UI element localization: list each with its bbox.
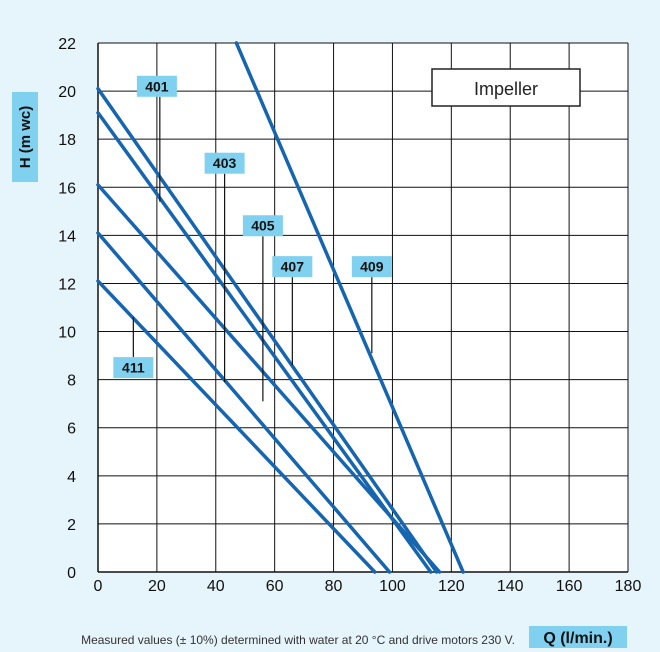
y-tick-label: 18 bbox=[58, 132, 76, 149]
x-axis-label: Q (l/min.) bbox=[529, 626, 627, 648]
x-tick-label: 80 bbox=[325, 578, 343, 595]
y-tick-label: 22 bbox=[58, 36, 76, 53]
y-tick-label: 4 bbox=[67, 469, 76, 486]
y-tick-label: 8 bbox=[67, 373, 76, 390]
curve-label-411: 411 bbox=[122, 360, 145, 376]
x-tick-label: 20 bbox=[148, 578, 166, 595]
curve-401 bbox=[96, 86, 439, 574]
curve-411 bbox=[96, 279, 377, 574]
footnote: Measured values (± 10%) determined with … bbox=[81, 633, 515, 647]
y-axis-label-box bbox=[12, 92, 38, 182]
plot-area bbox=[98, 43, 628, 572]
curve-label-box-403 bbox=[204, 152, 245, 174]
curve-label-401: 401 bbox=[145, 78, 169, 94]
curve-label-409: 409 bbox=[360, 259, 384, 275]
curve-label-407: 407 bbox=[281, 259, 305, 275]
axis-layer: 0 20 40 60 80 100 120 140 160 180 0 2 4 6 8 10 12 14 16 18 2… bbox=[58, 36, 641, 595]
x-tick-label: 0 bbox=[94, 578, 103, 595]
curve-label-box-409 bbox=[351, 256, 392, 278]
y-tick-label: 16 bbox=[58, 180, 76, 197]
x-tick-label: 140 bbox=[497, 578, 524, 595]
legend: Impeller bbox=[431, 68, 581, 107]
x-axis-label-box bbox=[529, 626, 627, 648]
x-tick-label: 100 bbox=[379, 578, 406, 595]
curve-label-box-405 bbox=[242, 215, 283, 237]
curve-label-box-401 bbox=[136, 75, 177, 97]
curve-403 bbox=[96, 110, 433, 574]
x-tick-label: 180 bbox=[615, 578, 642, 595]
legend-title: Impeller bbox=[474, 79, 538, 99]
curve-407 bbox=[96, 231, 392, 574]
y-tick-label: 0 bbox=[67, 565, 76, 582]
grid-layer bbox=[97, 42, 629, 573]
y-axis-label: H (m wc) bbox=[12, 92, 38, 182]
label-layer: 401 403 405 407 409 411 bbox=[113, 75, 392, 402]
curve-label-box-407 bbox=[272, 256, 313, 278]
x-tick-label: 60 bbox=[266, 578, 284, 595]
x-tick-label: 40 bbox=[207, 578, 225, 595]
y-tick-label: 14 bbox=[58, 228, 76, 245]
x-tick-label: 120 bbox=[438, 578, 465, 595]
curve-label-405: 405 bbox=[251, 218, 275, 234]
series-layer bbox=[96, 41, 465, 574]
curve-409 bbox=[234, 41, 465, 574]
y-tick-label: 10 bbox=[58, 325, 76, 342]
curve-label-box-411 bbox=[113, 357, 154, 379]
curve-label-403: 403 bbox=[213, 155, 237, 171]
y-tick-label: 2 bbox=[67, 517, 76, 534]
y-tick-label: 20 bbox=[58, 84, 76, 101]
y-tick-label: 6 bbox=[67, 421, 76, 438]
curve-405 bbox=[96, 183, 442, 574]
legend-box bbox=[431, 68, 581, 107]
x-tick-label: 160 bbox=[556, 578, 583, 595]
y-axis-label-text: H (m wc) bbox=[17, 106, 34, 169]
x-axis-label-text: Q (l/min.) bbox=[543, 630, 612, 647]
y-tick-label: 12 bbox=[58, 276, 76, 293]
